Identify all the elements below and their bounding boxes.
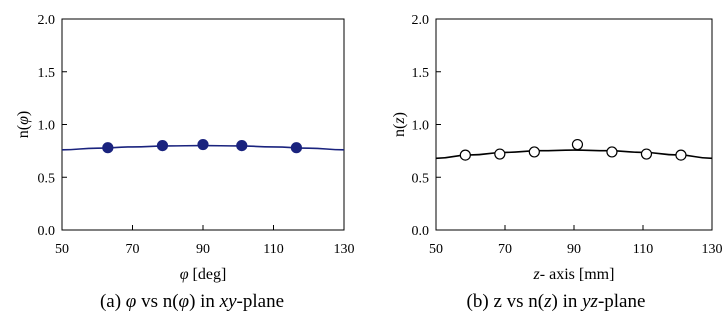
figure-caption: (b) z vs n(z) in yz-plane — [467, 291, 646, 312]
data-point — [640, 148, 653, 160]
data-point — [675, 149, 687, 161]
x-tick-label: 110 — [633, 242, 653, 257]
text-part: φ — [179, 291, 190, 312]
x-axis-label: z- axis [mm] — [533, 266, 615, 283]
y-tick-label: 2.0 — [38, 13, 56, 28]
text-part: φ — [126, 291, 137, 312]
plot-frame — [435, 18, 713, 231]
y-tick-label: 0.5 — [412, 171, 430, 186]
y-axis-label: n(z) — [391, 112, 408, 137]
data-point — [290, 142, 303, 154]
text-part: yz — [580, 291, 598, 312]
x-tick-label: 130 — [702, 242, 723, 257]
data-point — [156, 140, 169, 152]
text-part: z — [533, 266, 541, 283]
x-tick-label: 70 — [126, 242, 140, 257]
x-tick-label: 70 — [498, 242, 512, 257]
x-tick-label: 50 — [55, 242, 69, 257]
text-part: -plane — [598, 291, 645, 312]
figure-caption: (a) φ vs n(φ) in xy-plane — [100, 291, 284, 312]
text-part: [deg] — [189, 266, 227, 283]
x-tick-label: 130 — [334, 242, 355, 257]
y-tick-label: 0.0 — [38, 224, 56, 239]
text-part: n( — [391, 124, 408, 137]
data-point — [571, 138, 584, 151]
x-tick-label: 50 — [429, 242, 443, 257]
y-tick-label: 2.0 — [412, 13, 430, 28]
data-point — [459, 149, 471, 161]
text-part: ) in — [189, 291, 220, 312]
text-part: -plane — [237, 291, 284, 312]
y-tick-label: 0.0 — [412, 224, 430, 239]
y-tick-label: 1.0 — [412, 119, 430, 134]
text-part: φ — [180, 266, 189, 283]
text-part: (a) — [100, 291, 126, 312]
text-part: φ — [15, 116, 32, 125]
text-part: ) — [15, 111, 32, 116]
text-part: (b) z vs n( — [467, 291, 545, 312]
text-part: xy — [219, 291, 237, 312]
y-tick-label: 1.5 — [412, 66, 430, 81]
data-point — [102, 142, 114, 154]
x-tick-label: 90 — [567, 242, 581, 257]
y-tick-label: 1.5 — [38, 66, 56, 81]
data-point — [236, 140, 248, 152]
data-point — [494, 148, 506, 160]
y-axis-label: n(φ) — [15, 111, 32, 139]
text-part: z — [391, 117, 408, 125]
plot-frame — [61, 18, 345, 231]
fit-curve — [435, 149, 713, 160]
text-part: ) in — [552, 291, 583, 312]
text-part: ) — [391, 112, 408, 117]
x-tick-label: 90 — [196, 242, 210, 257]
x-axis-label: φ [deg] — [180, 266, 227, 283]
text-part: - axis [mm] — [540, 266, 615, 283]
y-tick-label: 1.0 — [38, 119, 56, 134]
text-part: z — [543, 291, 552, 312]
data-point — [528, 146, 540, 158]
data-point — [197, 138, 209, 151]
text-part: n( — [15, 125, 32, 138]
text-part: vs n( — [136, 291, 178, 312]
data-point — [606, 146, 618, 158]
x-tick-label: 110 — [263, 242, 283, 257]
y-tick-label: 0.5 — [38, 171, 56, 186]
